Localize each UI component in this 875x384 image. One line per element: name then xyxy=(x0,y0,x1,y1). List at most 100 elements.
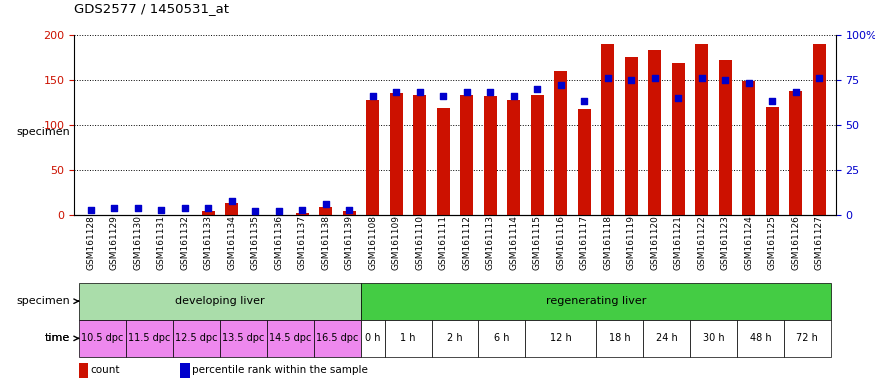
FancyBboxPatch shape xyxy=(431,320,479,357)
Text: GSM161121: GSM161121 xyxy=(674,215,682,270)
Bar xyxy=(389,93,402,215)
Text: GSM161109: GSM161109 xyxy=(392,215,401,270)
Point xyxy=(366,93,380,99)
FancyBboxPatch shape xyxy=(220,320,267,357)
Bar xyxy=(766,107,779,215)
Text: 13.5 dpc: 13.5 dpc xyxy=(222,333,265,343)
Text: GSM161120: GSM161120 xyxy=(650,215,659,270)
Text: time: time xyxy=(45,333,70,343)
Text: GSM161133: GSM161133 xyxy=(204,215,213,270)
Point xyxy=(295,207,309,213)
Point xyxy=(108,205,122,211)
Bar xyxy=(413,95,426,215)
Bar xyxy=(625,57,638,215)
Text: GSM161124: GSM161124 xyxy=(745,215,753,270)
Bar xyxy=(437,108,450,215)
Point xyxy=(178,205,192,211)
FancyBboxPatch shape xyxy=(314,320,361,357)
Text: specimen: specimen xyxy=(17,296,70,306)
Point xyxy=(788,89,802,95)
Bar xyxy=(531,95,543,215)
Point xyxy=(389,89,403,95)
Text: GSM161113: GSM161113 xyxy=(486,215,494,270)
Bar xyxy=(554,71,567,215)
Text: GSM161122: GSM161122 xyxy=(697,215,706,270)
Text: GSM161123: GSM161123 xyxy=(721,215,730,270)
Text: GSM161112: GSM161112 xyxy=(462,215,472,270)
Point xyxy=(131,205,145,211)
Text: GDS2577 / 1450531_at: GDS2577 / 1450531_at xyxy=(74,2,229,15)
Point xyxy=(248,209,262,215)
Point xyxy=(742,80,756,86)
Bar xyxy=(319,207,332,215)
Text: 6 h: 6 h xyxy=(494,333,510,343)
Text: GSM161138: GSM161138 xyxy=(321,215,330,270)
Point xyxy=(695,75,709,81)
Text: GSM161131: GSM161131 xyxy=(157,215,165,270)
Text: 18 h: 18 h xyxy=(609,333,630,343)
Bar xyxy=(202,212,214,215)
Text: GSM161110: GSM161110 xyxy=(416,215,424,270)
FancyBboxPatch shape xyxy=(361,320,384,357)
FancyBboxPatch shape xyxy=(79,283,361,320)
Point xyxy=(342,207,356,213)
Text: GSM161119: GSM161119 xyxy=(626,215,636,270)
Text: GSM161136: GSM161136 xyxy=(274,215,284,270)
Bar xyxy=(484,96,497,215)
Text: GSM161130: GSM161130 xyxy=(133,215,143,270)
Text: 16.5 dpc: 16.5 dpc xyxy=(317,333,359,343)
Text: GSM161116: GSM161116 xyxy=(556,215,565,270)
Text: GSM161129: GSM161129 xyxy=(110,215,119,270)
FancyBboxPatch shape xyxy=(784,320,831,357)
Text: GSM161127: GSM161127 xyxy=(815,215,823,270)
Point xyxy=(437,93,451,99)
Text: 30 h: 30 h xyxy=(703,333,724,343)
Text: GSM161118: GSM161118 xyxy=(603,215,612,270)
Text: 2 h: 2 h xyxy=(447,333,463,343)
Bar xyxy=(672,63,684,215)
Point xyxy=(766,98,780,104)
Text: 1 h: 1 h xyxy=(400,333,416,343)
Point xyxy=(578,98,592,104)
Text: 0 h: 0 h xyxy=(365,333,381,343)
FancyBboxPatch shape xyxy=(361,283,831,320)
Bar xyxy=(601,44,614,215)
Text: 48 h: 48 h xyxy=(750,333,771,343)
Bar xyxy=(813,44,826,215)
Point xyxy=(530,86,544,92)
Bar xyxy=(718,60,732,215)
FancyBboxPatch shape xyxy=(384,320,431,357)
Text: GSM161126: GSM161126 xyxy=(791,215,800,270)
Point xyxy=(483,89,497,95)
Point xyxy=(272,209,286,215)
Point xyxy=(413,89,427,95)
Text: GSM161117: GSM161117 xyxy=(580,215,589,270)
Bar xyxy=(742,81,755,215)
Point xyxy=(225,197,239,204)
Point xyxy=(671,95,685,101)
FancyBboxPatch shape xyxy=(479,320,526,357)
Text: 72 h: 72 h xyxy=(796,333,818,343)
Text: GSM161139: GSM161139 xyxy=(345,215,354,270)
Text: GSM161111: GSM161111 xyxy=(438,215,448,270)
Text: GSM161134: GSM161134 xyxy=(228,215,236,270)
Point xyxy=(154,207,168,213)
Bar xyxy=(696,44,708,215)
Text: GSM161137: GSM161137 xyxy=(298,215,307,270)
Bar xyxy=(296,213,309,215)
Text: GSM161114: GSM161114 xyxy=(509,215,518,270)
Point xyxy=(718,77,732,83)
Text: GSM161128: GSM161128 xyxy=(87,215,95,270)
Point xyxy=(201,205,215,211)
Bar xyxy=(578,109,591,215)
Text: 11.5 dpc: 11.5 dpc xyxy=(129,333,171,343)
Text: specimen: specimen xyxy=(17,127,70,137)
Point xyxy=(318,201,332,207)
Text: 10.5 dpc: 10.5 dpc xyxy=(81,333,123,343)
FancyBboxPatch shape xyxy=(596,320,643,357)
Text: developing liver: developing liver xyxy=(175,296,265,306)
Bar xyxy=(507,99,521,215)
FancyBboxPatch shape xyxy=(643,320,690,357)
FancyBboxPatch shape xyxy=(690,320,737,357)
Text: 12 h: 12 h xyxy=(550,333,571,343)
